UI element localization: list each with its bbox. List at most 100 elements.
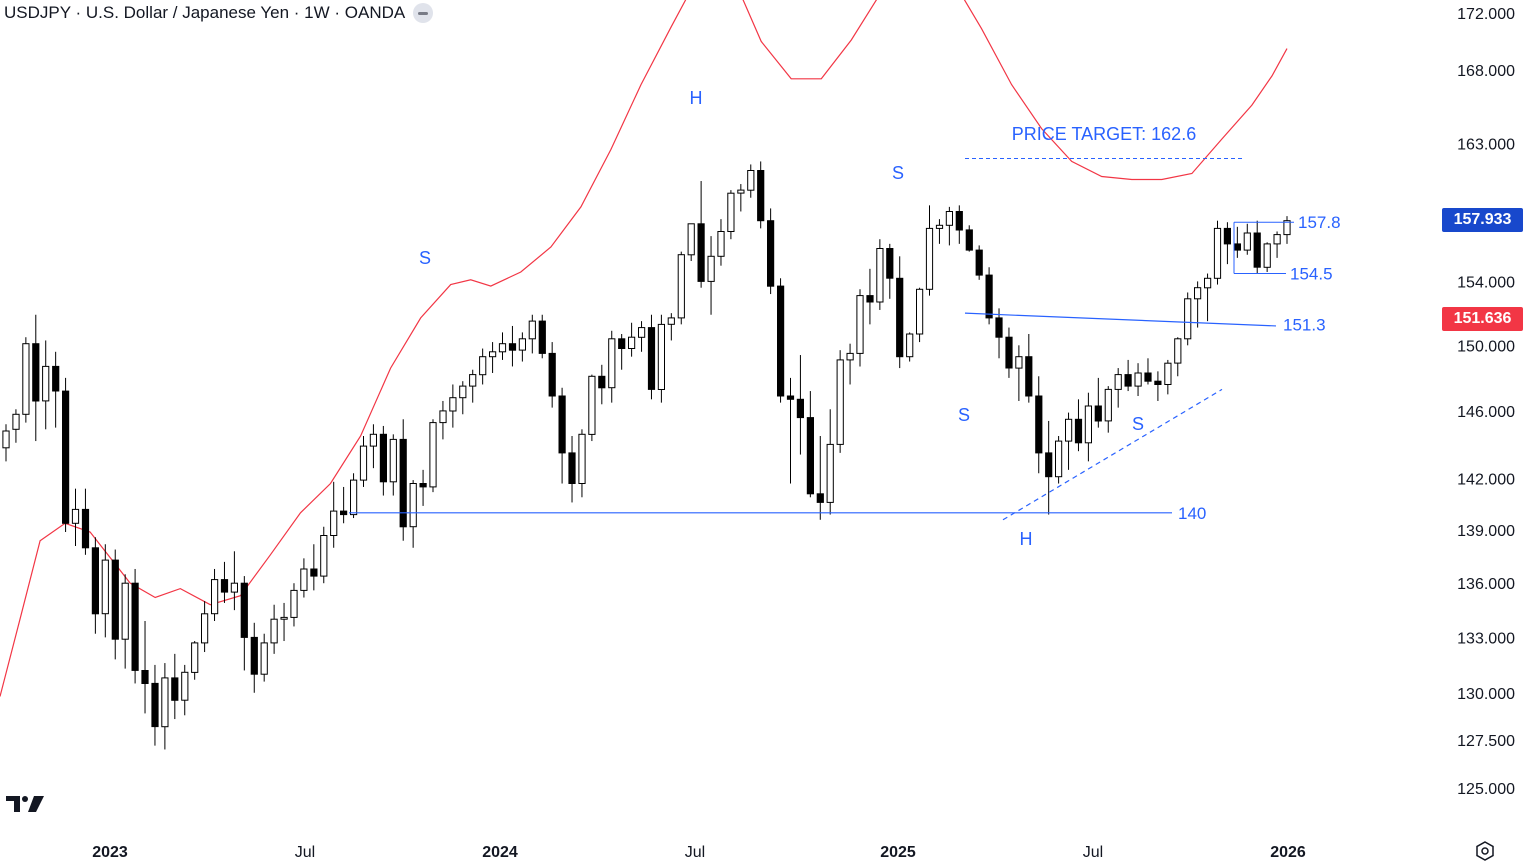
- y-tick-label: 133.000: [1457, 630, 1515, 647]
- candle-body: [548, 352, 556, 397]
- candle-body: [916, 288, 924, 335]
- candle-body: [330, 510, 338, 537]
- candle-body: [1005, 336, 1013, 369]
- y-tick-label: 168.000: [1457, 63, 1515, 80]
- candle-body: [220, 579, 229, 593]
- candle-body: [836, 359, 844, 445]
- candle-body: [369, 433, 377, 447]
- level-label: 140: [1178, 504, 1206, 523]
- candle-body: [866, 295, 874, 303]
- candle-body: [1084, 405, 1093, 444]
- y-tick-label: 130.000: [1457, 686, 1515, 703]
- candle-body: [81, 508, 90, 549]
- candle-body: [2, 430, 10, 449]
- candle-body: [379, 433, 387, 483]
- candle-body: [796, 398, 804, 419]
- candle-body: [995, 317, 1003, 338]
- price-target-label: PRICE TARGET: 162.6: [1012, 124, 1196, 144]
- candle-body: [1035, 395, 1043, 454]
- candle-body: [1164, 362, 1172, 386]
- moving-average-price-tag: 151.636: [1442, 307, 1523, 331]
- candle-body: [161, 677, 169, 728]
- candle-body: [846, 352, 854, 361]
- candle-body: [1065, 418, 1073, 442]
- candle-body: [816, 493, 824, 503]
- candle-body: [568, 452, 576, 484]
- candle-body: [677, 254, 685, 319]
- y-tick-label: 146.000: [1457, 404, 1515, 421]
- x-tick-label: 2024: [482, 844, 518, 861]
- candle-body: [657, 323, 665, 390]
- symbol-title[interactable]: USDJPY · U.S. Dollar / Japanese Yen · 1W…: [4, 3, 406, 22]
- candle-body: [1055, 440, 1063, 478]
- candle-body: [1273, 234, 1281, 245]
- candle-body: [856, 295, 864, 354]
- candle-body: [32, 343, 40, 402]
- candle-body: [647, 327, 656, 390]
- candle-body: [1134, 372, 1142, 387]
- candle-body: [300, 568, 308, 591]
- candle-body: [906, 333, 914, 358]
- candle-body: [439, 410, 447, 424]
- candle-body: [578, 433, 586, 484]
- candle-body: [1045, 452, 1053, 478]
- candle-body: [101, 559, 109, 615]
- pattern-label: S: [958, 405, 970, 425]
- candle-body: [737, 189, 745, 194]
- candle-body: [211, 579, 219, 615]
- candle-body: [151, 682, 159, 728]
- candle-body: [1104, 388, 1112, 422]
- candle-body: [1253, 232, 1261, 268]
- candle-body: [350, 479, 358, 516]
- candle-body: [131, 582, 139, 671]
- neckline: [964, 312, 1277, 327]
- candle-body: [389, 438, 397, 483]
- candle-body: [786, 395, 795, 400]
- y-tick-label: 163.000: [1457, 136, 1515, 153]
- y-tick-label: 127.500: [1457, 733, 1515, 750]
- candle-body: [935, 224, 944, 229]
- tradingview-logo-icon[interactable]: [6, 794, 46, 814]
- candle-body: [1194, 287, 1202, 300]
- candle-body: [290, 589, 298, 618]
- candle-body: [399, 438, 407, 528]
- candle-body: [767, 220, 775, 287]
- candle-body: [320, 535, 328, 577]
- candle-body: [538, 320, 546, 354]
- y-tick-label: 172.000: [1457, 6, 1515, 23]
- candle-body: [171, 677, 179, 701]
- candle-body: [1074, 418, 1083, 444]
- candle-body: [1233, 243, 1242, 251]
- y-tick-label: 154.000: [1457, 274, 1515, 291]
- candle-body: [1124, 374, 1132, 387]
- hide-indicator-icon[interactable]: [413, 3, 434, 23]
- candle-body: [498, 343, 507, 353]
- candle-body: [757, 170, 765, 222]
- chart-settings-icon[interactable]: [1474, 840, 1496, 862]
- candle-body: [201, 613, 209, 644]
- candle-body: [91, 547, 100, 615]
- candle-body: [419, 483, 427, 488]
- candle-body: [449, 397, 457, 412]
- x-tick-label: 2026: [1270, 844, 1306, 861]
- candle-body: [618, 338, 626, 349]
- candle-body: [598, 375, 606, 389]
- candle-body: [518, 338, 526, 351]
- moving-average-line: [0, 0, 1288, 697]
- candle-body: [459, 385, 467, 399]
- candle-body: [508, 343, 517, 351]
- x-tick-label: Jul: [685, 844, 705, 861]
- level-label: 151.3: [1283, 315, 1326, 334]
- candle-body: [667, 317, 675, 325]
- candle-body: [876, 248, 884, 303]
- candle-body: [1144, 372, 1152, 382]
- candle-body: [1213, 227, 1222, 279]
- candle-body: [12, 413, 20, 430]
- candle-body: [469, 374, 477, 387]
- candle-body: [638, 327, 646, 338]
- x-tick-label: Jul: [295, 844, 315, 861]
- candle-body: [52, 365, 60, 392]
- y-tick-label: 142.000: [1457, 471, 1515, 488]
- candle-body: [479, 356, 487, 376]
